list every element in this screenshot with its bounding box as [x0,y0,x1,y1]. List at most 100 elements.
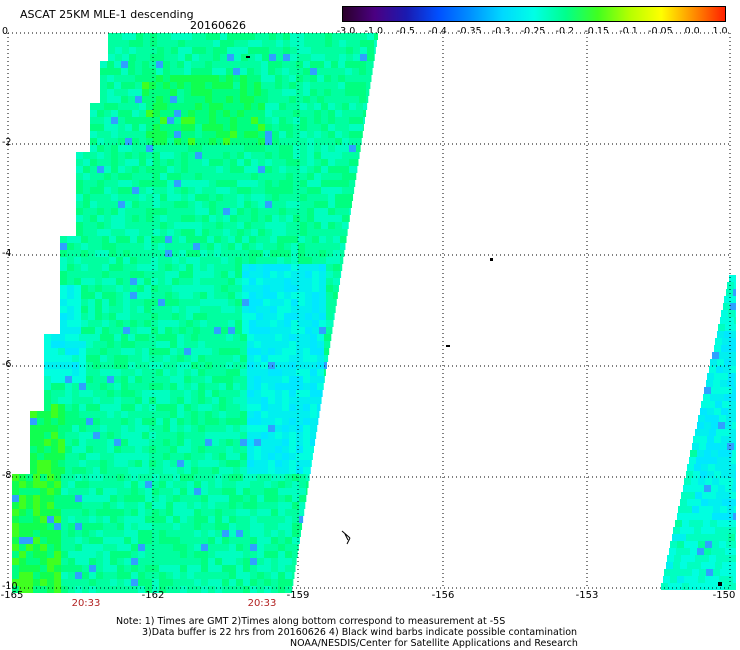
swath-cell [51,362,58,369]
swath-cell [181,110,188,117]
swath-cell [243,530,250,537]
swath-cell [293,145,300,152]
swath-cell [270,292,277,299]
swath-cell [717,331,724,338]
swath-cell [226,425,233,432]
swath-cell [719,478,726,485]
swath-cell [111,201,118,208]
swath-cell [714,436,721,443]
swath-cell [209,201,216,208]
swath-cell [263,306,270,313]
swath-cell [710,520,717,527]
swath-cell [286,208,293,215]
swath-cell [124,565,131,572]
swath-cell [214,313,221,320]
swath-cell [51,397,58,404]
swath-cell [254,75,261,82]
swath-cell [151,306,158,313]
swath-cell [321,222,328,229]
swath-cell [163,453,170,460]
swath-cell [187,551,194,558]
swath-cell [26,474,33,481]
swath-cell [128,460,135,467]
swath-cell [96,502,103,509]
swath-cell [339,33,346,40]
swath-cell [277,278,284,285]
swath-cell [205,82,212,89]
swath-cell [65,404,72,411]
swath-cell [293,103,300,110]
swath-cell [282,397,289,404]
swath-cell [268,362,275,369]
swath-cell [149,439,156,446]
swath-cell [314,201,321,208]
swath-cell [108,47,115,54]
swath-cell [304,40,311,47]
swath-cell [298,264,305,271]
swath-cell [258,201,265,208]
swath-cell [123,327,130,334]
swath-cell [226,362,233,369]
colorbar-label: -3.0 [336,26,356,37]
swath-cell [150,47,157,54]
swath-cell [254,467,261,474]
swath-cell [310,467,311,474]
swath-cell [58,439,65,446]
swath-cell [247,397,254,404]
swath-cell [284,250,291,257]
swath-cell [277,306,284,313]
swath-cell [240,397,247,404]
swath-cell [237,194,244,201]
swath-cell [82,481,89,488]
swath-cell [132,124,139,131]
swath-cell [279,173,286,180]
swath-cell [222,544,229,551]
swath-cell [208,516,215,523]
swath-cell [326,271,333,278]
swath-cell [304,33,311,40]
swath-cell [109,299,116,306]
swath-cell [243,481,250,488]
swath-cell [135,82,142,89]
swath-cell [268,376,275,383]
swath-cell [284,320,291,327]
swath-cell [677,576,684,583]
swath-cell [236,481,243,488]
swath-cell [205,61,212,68]
swath-cell [109,313,116,320]
swath-cell [121,334,128,341]
swath-cell [86,425,93,432]
swath-cell [198,446,205,453]
swath-cell [188,166,195,173]
swath-cell [691,541,698,548]
swath-cell [207,243,214,250]
swath-cell [200,271,207,278]
swath-cell [74,271,81,278]
swath-cell [86,460,93,467]
swath-cell [282,390,289,397]
swath-cell [256,285,263,292]
swath-cell [261,96,268,103]
swath-cell [167,208,174,215]
swath-cell [298,250,305,257]
swath-cell [195,110,202,117]
swath-cell [191,446,198,453]
swath-cell [680,499,687,506]
swath-cell [75,509,82,516]
swath-cell [19,544,26,551]
swath-cell [137,313,144,320]
swath-cell [265,194,272,201]
swath-cell [300,222,307,229]
swath-cell [226,376,233,383]
swath-cell [202,229,209,236]
swath-cell [292,551,298,558]
swath-cell [247,432,254,439]
swath-cell [177,348,184,355]
swath-cell [124,579,131,586]
swath-cell [131,558,138,565]
swath-cell [206,33,213,40]
swath-cell [247,404,254,411]
swath-cell [54,516,61,523]
swath-cell [261,355,268,362]
swath-cell [272,173,279,180]
